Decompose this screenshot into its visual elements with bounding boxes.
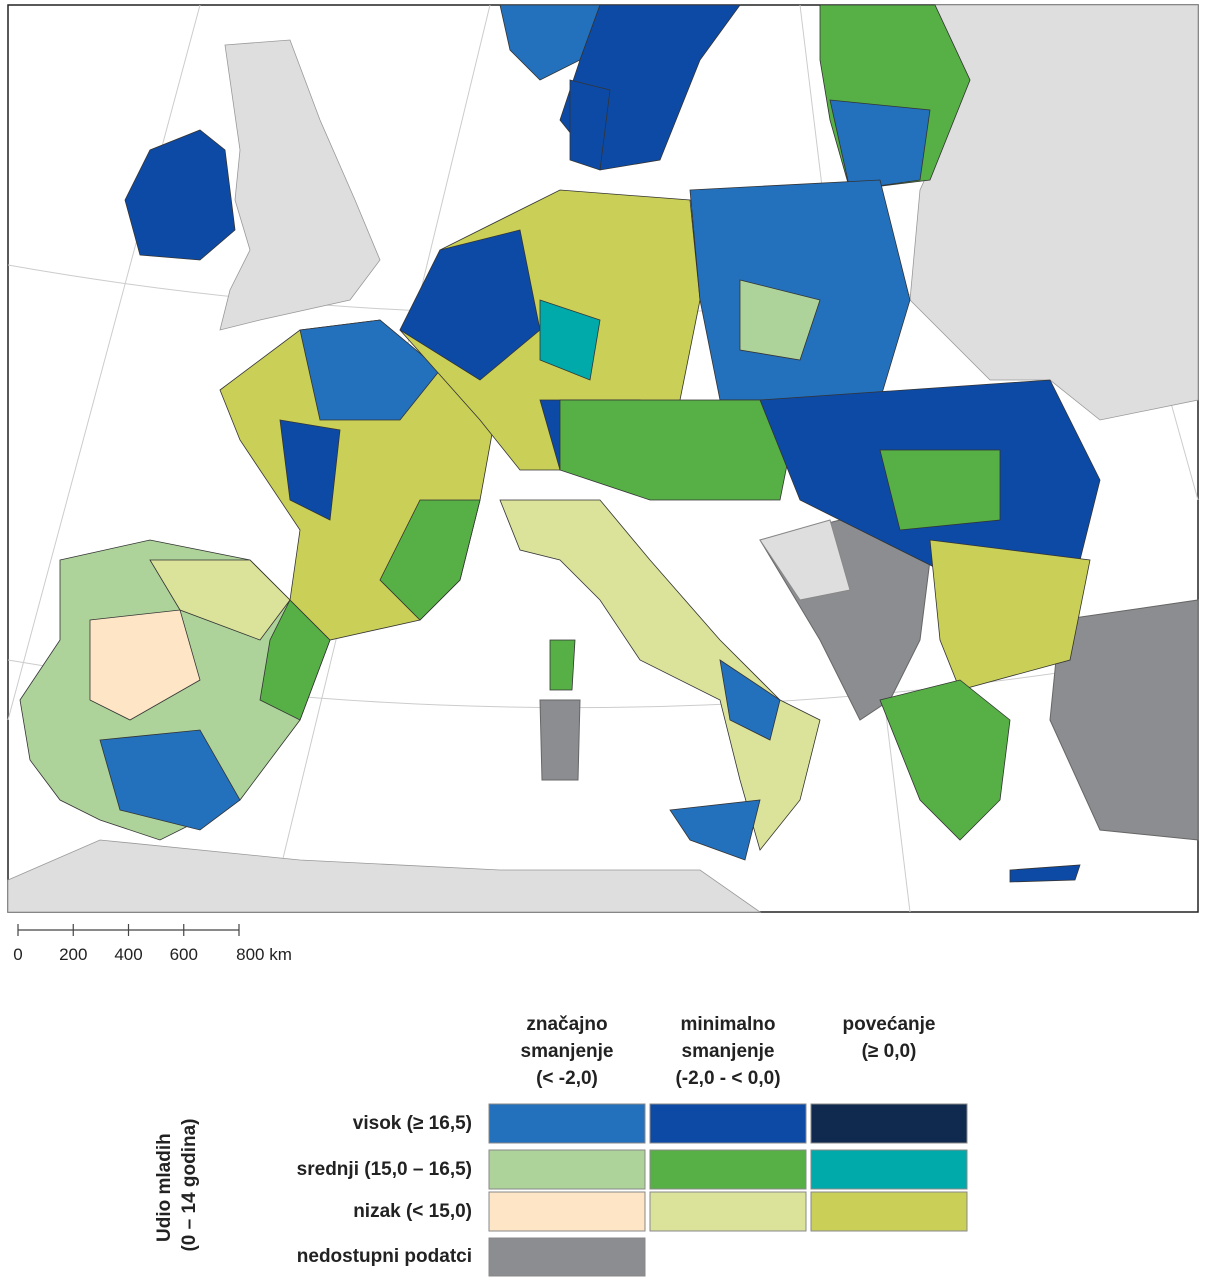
scale-label: 200	[59, 945, 87, 964]
legend-swatch	[649, 1149, 807, 1190]
land	[7, 4, 1199, 913]
scale-label: 0	[13, 945, 22, 964]
legend-column-header: (< -2,0)	[536, 1068, 598, 1089]
legend-column-header: (≥ 0,0)	[862, 1041, 917, 1062]
legend-row-label: nizak (< 15,0)	[353, 1201, 472, 1222]
legend-column-header: minimalno	[680, 1014, 775, 1035]
legend-column-header: (-2,0 - < 0,0)	[675, 1068, 780, 1089]
scale-bar: 0 200 400 600 800 km	[13, 924, 292, 964]
legend-row-label: nedostupni podatci	[297, 1246, 472, 1267]
scale-label: 400	[114, 945, 142, 964]
legend-swatch	[488, 1103, 646, 1144]
legend-column-header: značajno	[526, 1014, 607, 1035]
scale-label: 800 km	[236, 945, 292, 964]
legend-column-header: smanjenje	[682, 1041, 775, 1062]
legend-row-label: visok (≥ 16,5)	[353, 1113, 472, 1134]
legend-swatch	[649, 1103, 807, 1144]
legend-axis-title: Udio mladih (0 – 14 godina)	[154, 1118, 200, 1251]
legend-axis-title-line: (0 – 14 godina)	[179, 1118, 200, 1251]
legend-column-header: smanjenje	[521, 1041, 614, 1062]
scale-label: 600	[170, 945, 198, 964]
legend-swatch	[649, 1191, 807, 1232]
legend-axis-title-line: Udio mladih	[154, 1133, 175, 1242]
legend: Udio mladih (0 – 14 godina) značajno sman…	[154, 1014, 968, 1277]
legend-row-label: srednji (15,0 – 16,5)	[297, 1159, 472, 1180]
legend-swatch	[810, 1149, 968, 1190]
legend-swatch	[810, 1103, 968, 1144]
legend-swatch	[488, 1191, 646, 1232]
legend-column-header: povećanje	[843, 1014, 936, 1035]
legend-swatch	[488, 1149, 646, 1190]
legend-swatch	[810, 1191, 968, 1232]
legend-swatch	[488, 1237, 646, 1277]
map	[7, 4, 1199, 913]
